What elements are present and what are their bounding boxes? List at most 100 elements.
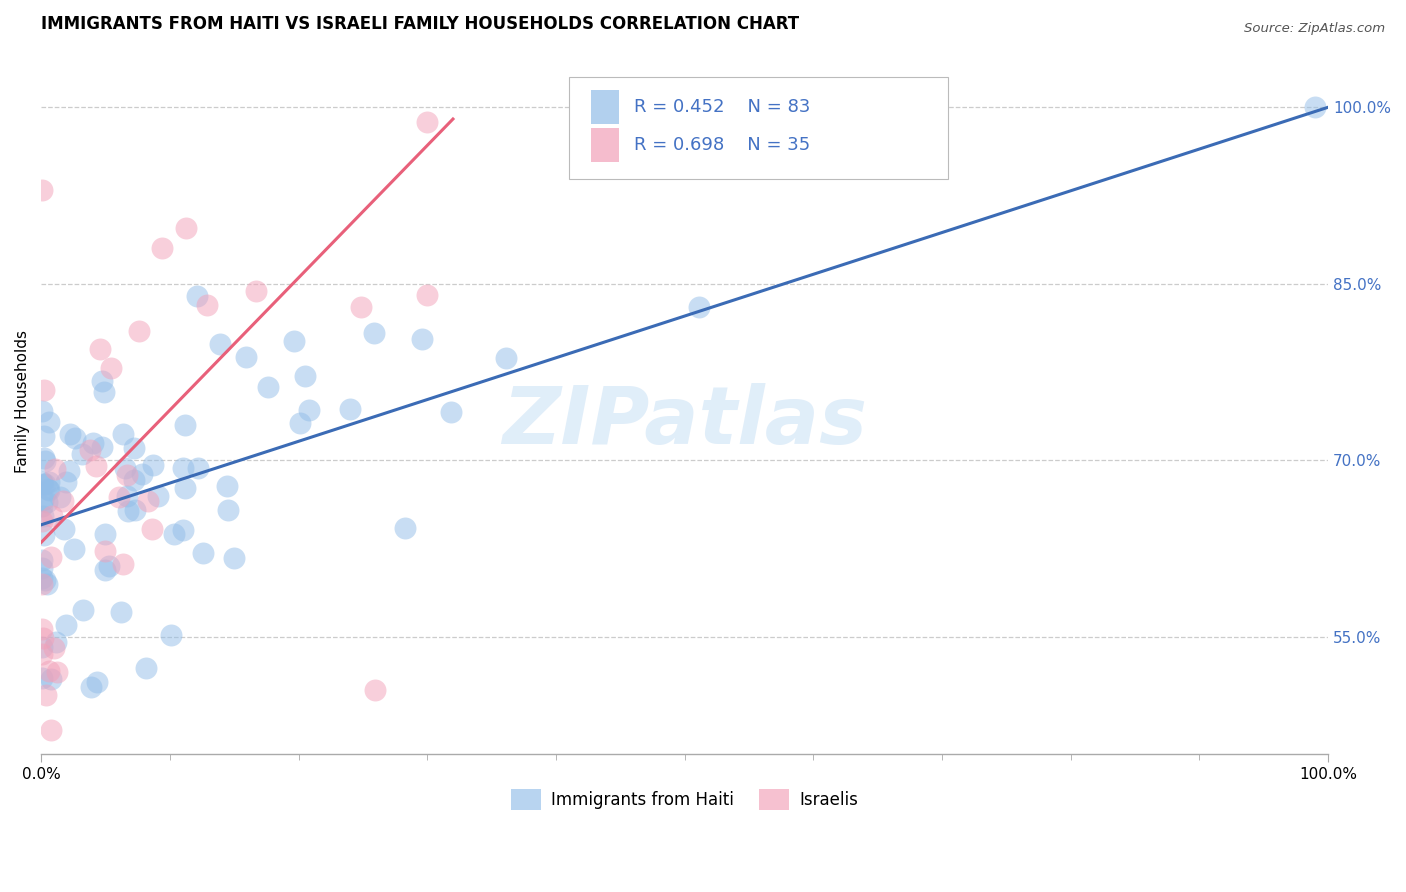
- Point: [172, 523, 194, 537]
- Point: [122, 441, 145, 455]
- Point: [110, 605, 132, 619]
- Point: [32, 383, 55, 397]
- Point: [34, 454, 56, 468]
- Point: [111, 426, 134, 441]
- Point: [115, 467, 138, 482]
- Point: [186, 289, 208, 303]
- Point: [34, 451, 56, 466]
- Point: [172, 461, 194, 475]
- Point: [364, 682, 387, 697]
- Point: [38, 483, 60, 498]
- Point: [55, 475, 77, 489]
- Point: [93, 384, 115, 399]
- Point: [39, 549, 62, 564]
- Point: [162, 526, 184, 541]
- Point: [416, 288, 439, 302]
- Text: Source: ZipAtlas.com: Source: ZipAtlas.com: [1244, 22, 1385, 36]
- Point: [72, 603, 94, 617]
- Point: [39, 673, 62, 687]
- Point: [49, 491, 72, 505]
- Point: [136, 494, 159, 508]
- Y-axis label: Family Households: Family Households: [15, 330, 30, 473]
- Point: [45, 665, 67, 680]
- Point: [394, 520, 416, 534]
- Point: [52, 522, 75, 536]
- Point: [440, 405, 463, 419]
- Point: [495, 351, 517, 366]
- Point: [217, 479, 239, 493]
- Point: [191, 546, 214, 560]
- Point: [38, 415, 60, 429]
- Point: [294, 368, 316, 383]
- Point: [32, 493, 55, 508]
- Point: [91, 375, 114, 389]
- Point: [31, 671, 53, 685]
- Legend: Immigrants from Haiti, Israelis: Immigrants from Haiti, Israelis: [505, 783, 865, 816]
- Text: R = 0.698    N = 35: R = 0.698 N = 35: [634, 136, 811, 154]
- Point: [222, 551, 245, 566]
- Text: ZIPatlas: ZIPatlas: [502, 384, 868, 461]
- Point: [31, 647, 53, 661]
- Point: [70, 447, 93, 461]
- Point: [80, 680, 103, 694]
- Point: [89, 342, 111, 356]
- Point: [55, 618, 77, 632]
- Point: [174, 221, 197, 235]
- Point: [86, 674, 108, 689]
- Point: [339, 402, 361, 417]
- Point: [174, 481, 197, 495]
- Point: [122, 473, 145, 487]
- Point: [124, 503, 146, 517]
- Point: [39, 723, 62, 738]
- Point: [31, 475, 53, 489]
- Point: [31, 631, 53, 645]
- Point: [31, 553, 53, 567]
- Point: [44, 641, 66, 656]
- Point: [173, 417, 195, 432]
- Point: [93, 544, 115, 558]
- Point: [363, 326, 385, 341]
- Point: [31, 500, 53, 514]
- Point: [290, 416, 312, 430]
- Point: [148, 489, 170, 503]
- Point: [160, 628, 183, 642]
- Point: [38, 475, 60, 489]
- Point: [34, 476, 56, 491]
- Point: [35, 495, 58, 509]
- Point: [41, 508, 63, 523]
- Point: [34, 528, 56, 542]
- Point: [195, 297, 218, 311]
- Point: [245, 284, 267, 298]
- Point: [45, 635, 67, 649]
- Point: [131, 467, 153, 482]
- Point: [44, 462, 66, 476]
- Point: [31, 571, 53, 585]
- Point: [208, 337, 231, 351]
- Point: [94, 527, 117, 541]
- FancyBboxPatch shape: [591, 90, 619, 124]
- Point: [32, 477, 55, 491]
- Point: [98, 558, 121, 573]
- Point: [688, 300, 710, 314]
- Point: [411, 332, 433, 346]
- Point: [1303, 100, 1326, 114]
- Point: [52, 493, 75, 508]
- Point: [235, 350, 257, 364]
- Point: [34, 574, 56, 588]
- Point: [128, 324, 150, 338]
- Point: [82, 436, 104, 450]
- Point: [100, 360, 122, 375]
- Point: [79, 442, 101, 457]
- Point: [111, 557, 134, 571]
- Point: [117, 503, 139, 517]
- Point: [32, 508, 55, 523]
- Point: [31, 577, 53, 591]
- Point: [62, 542, 84, 557]
- Point: [59, 426, 82, 441]
- Point: [31, 183, 53, 197]
- Point: [91, 440, 114, 454]
- Point: [63, 430, 86, 444]
- Point: [416, 115, 439, 129]
- Point: [350, 300, 373, 314]
- Point: [38, 664, 60, 678]
